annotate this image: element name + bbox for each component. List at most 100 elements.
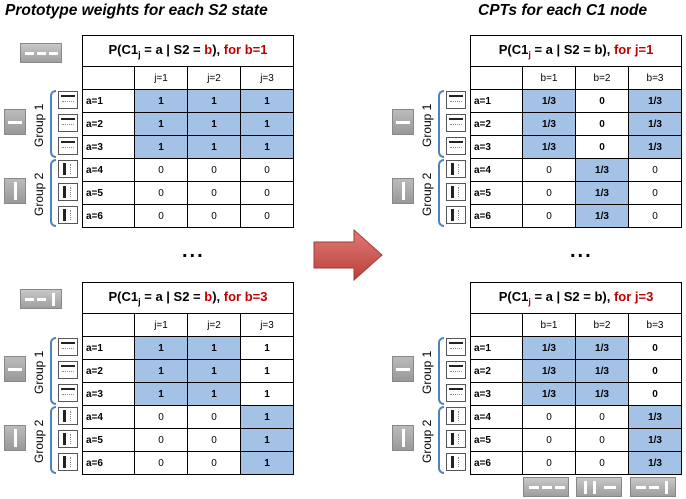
row-label: a=2 bbox=[82, 112, 135, 136]
horizontal-feature-thumb-icon bbox=[58, 91, 78, 109]
ellipsis-right: ... bbox=[570, 240, 593, 262]
equation-sub: j bbox=[138, 49, 141, 60]
table-cell: 0 bbox=[627, 359, 683, 383]
column-header: b=2 bbox=[575, 313, 629, 337]
s2-state-3-strip-icon bbox=[630, 477, 676, 497]
table-row: a=3 1 1 1 bbox=[82, 382, 294, 406]
corner-cell bbox=[82, 66, 135, 90]
table-row: a=2 1 1 1 bbox=[82, 112, 294, 136]
table-cell: 1/3 bbox=[627, 428, 683, 452]
table-cell: 0 bbox=[522, 158, 576, 182]
table-cell: 1 bbox=[187, 135, 241, 159]
vertical-feature-thumb-icon bbox=[58, 206, 78, 224]
table-cell: 0 bbox=[187, 451, 241, 475]
table-row: a=3 1 1 1 bbox=[82, 135, 294, 159]
vertical-feature-thumb-icon bbox=[58, 160, 78, 178]
table-cell: 1/3 bbox=[627, 451, 683, 475]
vertical-bar-icon bbox=[392, 425, 414, 451]
group-1-brace bbox=[50, 337, 56, 405]
table-row: a=3 1/3 1/3 0 bbox=[470, 382, 683, 406]
equation-close: ), bbox=[212, 42, 224, 58]
row-label: a=6 bbox=[82, 451, 135, 475]
left-heading: Prototype weights for each S2 state bbox=[5, 2, 268, 19]
table-cell: 1 bbox=[134, 382, 188, 406]
row-label: a=5 bbox=[470, 428, 523, 452]
equation-prefix: P(C1 bbox=[108, 42, 139, 58]
s2-state-1-strip-icon bbox=[523, 477, 569, 497]
table-cell: 1 bbox=[187, 89, 241, 113]
table-cell: 0 bbox=[134, 181, 188, 205]
group-2-brace bbox=[438, 159, 444, 227]
equation-mid: = a | S2 = bbox=[140, 289, 205, 305]
table-cell: 0 bbox=[522, 428, 576, 452]
equation-red: for j=3 bbox=[613, 289, 654, 305]
horizontal-feature-thumb-icon bbox=[446, 137, 466, 155]
table-cell: 1 bbox=[187, 359, 241, 383]
group-2-brace bbox=[50, 159, 56, 227]
table-row: a=1 1 1 1 bbox=[82, 89, 294, 113]
table-cell: 0 bbox=[187, 158, 241, 182]
column-header: b=1 bbox=[522, 66, 576, 90]
table-cell: 1 bbox=[240, 405, 294, 429]
row-label: a=2 bbox=[470, 112, 523, 136]
vertical-feature-thumb-icon bbox=[58, 430, 78, 448]
table-cell: 1 bbox=[240, 359, 294, 383]
vertical-feature-thumb-icon bbox=[446, 407, 466, 425]
horizontal-feature-thumb-icon bbox=[58, 137, 78, 155]
equation-mid: = a | S2 = bbox=[140, 42, 205, 58]
row-label: a=3 bbox=[82, 135, 135, 159]
table-cell: 0 bbox=[575, 135, 629, 159]
horizontal-feature-thumb-icon bbox=[58, 384, 78, 402]
cpt-table-right-bottom: P(C1j = a | S2 = b), for j=3 b=1 b=2 b=3 a=1… bbox=[469, 282, 683, 475]
right-heading: CPTs for each C1 node bbox=[478, 2, 648, 19]
table-cell: 0 bbox=[627, 204, 683, 228]
horizontal-bar-icon bbox=[4, 109, 26, 135]
corner-cell bbox=[470, 66, 523, 90]
table-cell: 0 bbox=[240, 158, 294, 182]
table-row: a=6 0 0 0 bbox=[82, 204, 294, 228]
table-cell: 1 bbox=[240, 382, 294, 406]
table-cell: 1 bbox=[187, 112, 241, 136]
s2-state-3-icon bbox=[20, 289, 62, 309]
table-cell: 0 bbox=[522, 405, 576, 429]
row-label: a=1 bbox=[82, 89, 135, 113]
vertical-bar-icon bbox=[4, 178, 26, 204]
table-row: a=3 1/3 0 1/3 bbox=[470, 135, 683, 159]
table-row: a=1 1 1 1 bbox=[82, 336, 294, 360]
table-row: a=6 0 0 1 bbox=[82, 451, 294, 475]
equation-sub: j bbox=[138, 296, 141, 307]
table-cell: 1 bbox=[240, 451, 294, 475]
table-cell: 0 bbox=[627, 158, 683, 182]
column-header: b=1 bbox=[522, 313, 576, 337]
table-cell: 1 bbox=[134, 336, 188, 360]
table-cell: 1/3 bbox=[575, 382, 629, 406]
table-cell: 0 bbox=[187, 428, 241, 452]
table-cell: 0 bbox=[627, 382, 683, 406]
s2-state-1-icon bbox=[20, 43, 62, 63]
table-cell: 1 bbox=[187, 336, 241, 360]
table-cell: 0 bbox=[575, 405, 629, 429]
column-header: b=3 bbox=[627, 313, 683, 337]
equation-close: ), bbox=[212, 289, 224, 305]
table-row: a=1 1/3 0 1/3 bbox=[470, 89, 683, 113]
table-cell: 0 bbox=[187, 204, 241, 228]
table-cell: 0 bbox=[240, 204, 294, 228]
table-equation: P(C1j = a | S2 = b), for j=3 bbox=[469, 282, 683, 314]
table-cell: 1/3 bbox=[522, 89, 576, 113]
table-cell: 0 bbox=[134, 158, 188, 182]
table-cell: 1/3 bbox=[575, 158, 629, 182]
equation-prefix: P(C1 bbox=[498, 289, 529, 305]
equation-mid: = a | S2 = bbox=[530, 42, 595, 58]
transform-arrow bbox=[313, 228, 383, 282]
horizontal-feature-thumb-icon bbox=[58, 361, 78, 379]
column-header: b=3 bbox=[627, 66, 683, 90]
table-row: a=2 1/3 0 1/3 bbox=[470, 112, 683, 136]
row-label: a=5 bbox=[82, 181, 135, 205]
table-cell: 1 bbox=[240, 336, 294, 360]
group-1-brace bbox=[50, 90, 56, 158]
table-cell: 0 bbox=[240, 181, 294, 205]
row-label: a=4 bbox=[82, 158, 135, 182]
equation-var: b bbox=[204, 289, 213, 305]
group-1-label: Group 1 bbox=[32, 103, 46, 147]
row-label: a=4 bbox=[470, 405, 523, 429]
